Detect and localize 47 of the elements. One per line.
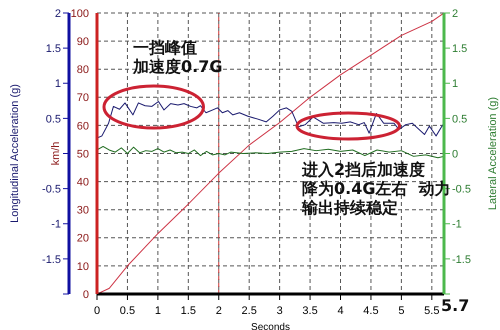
y-tick-label: 40	[76, 176, 89, 189]
y-tick-label: 60	[76, 120, 89, 132]
annotation: 进入2挡后加速度	[302, 160, 426, 179]
x-tick-label: 0	[94, 305, 100, 317]
y2-axis-title: Lateral Acceleration (g)	[486, 96, 499, 210]
y-tick-label: 100	[70, 8, 89, 20]
y-tick-label: 90	[76, 36, 89, 48]
y3-tick-label: 1.5	[46, 43, 61, 56]
line-series	[97, 101, 444, 139]
y3-tick-label: 1	[54, 78, 61, 90]
line-series	[97, 146, 444, 158]
y3-axis-title: Longitudinal Acceleration (g)	[8, 84, 21, 223]
y-tick-label: 30	[76, 204, 89, 217]
y-tick-label: 70	[76, 92, 89, 104]
y-tick-label: 0	[82, 288, 89, 301]
y2-tick-label: 0	[452, 148, 458, 160]
x-tick-label: 3.5	[302, 305, 318, 317]
y2-tick-label: 1.5	[452, 43, 468, 56]
y3-tick-label: -0.5	[42, 184, 61, 196]
x-tick-label: 2.5	[242, 305, 257, 317]
y2-tick-label: -1.5	[452, 254, 471, 266]
y-tick-label: 20	[76, 232, 89, 245]
y-axis-title: km/h	[50, 142, 62, 166]
y3-tick-label: 0.5	[46, 113, 61, 126]
y2-tick-label: -1	[452, 218, 462, 231]
y2-tick-label: 2	[452, 8, 458, 20]
y3-tick-label: -1.5	[42, 254, 61, 266]
x-tick-label: 0.5	[120, 305, 136, 317]
x-axis-title: Seconds	[251, 322, 290, 330]
y3-tick-label: -1	[51, 218, 61, 231]
annotation: 一挡峰值	[133, 38, 197, 57]
x-tick-label: 3	[276, 305, 283, 317]
x-tick-label: 5	[398, 305, 404, 317]
y2-tick-label: 0.5	[452, 113, 468, 126]
y2-tick-label: 1	[452, 78, 458, 90]
y-tick-label: 50	[76, 148, 89, 160]
x-tick-label: 5.5	[424, 305, 440, 317]
y2-tick-label: -0.5	[452, 184, 471, 196]
text: 5.7	[441, 296, 470, 315]
x-tick-label: 1.5	[180, 305, 196, 317]
y-tick-label: 80	[76, 64, 89, 76]
y3-tick-label: 2	[54, 8, 61, 20]
x-tick-label: 4	[337, 305, 344, 317]
y-tick-label: 10	[76, 260, 89, 273]
x-tick-label: 4.5	[363, 305, 379, 317]
x-tick-label: 2	[216, 305, 222, 317]
x-tick-label: 1	[154, 305, 161, 317]
